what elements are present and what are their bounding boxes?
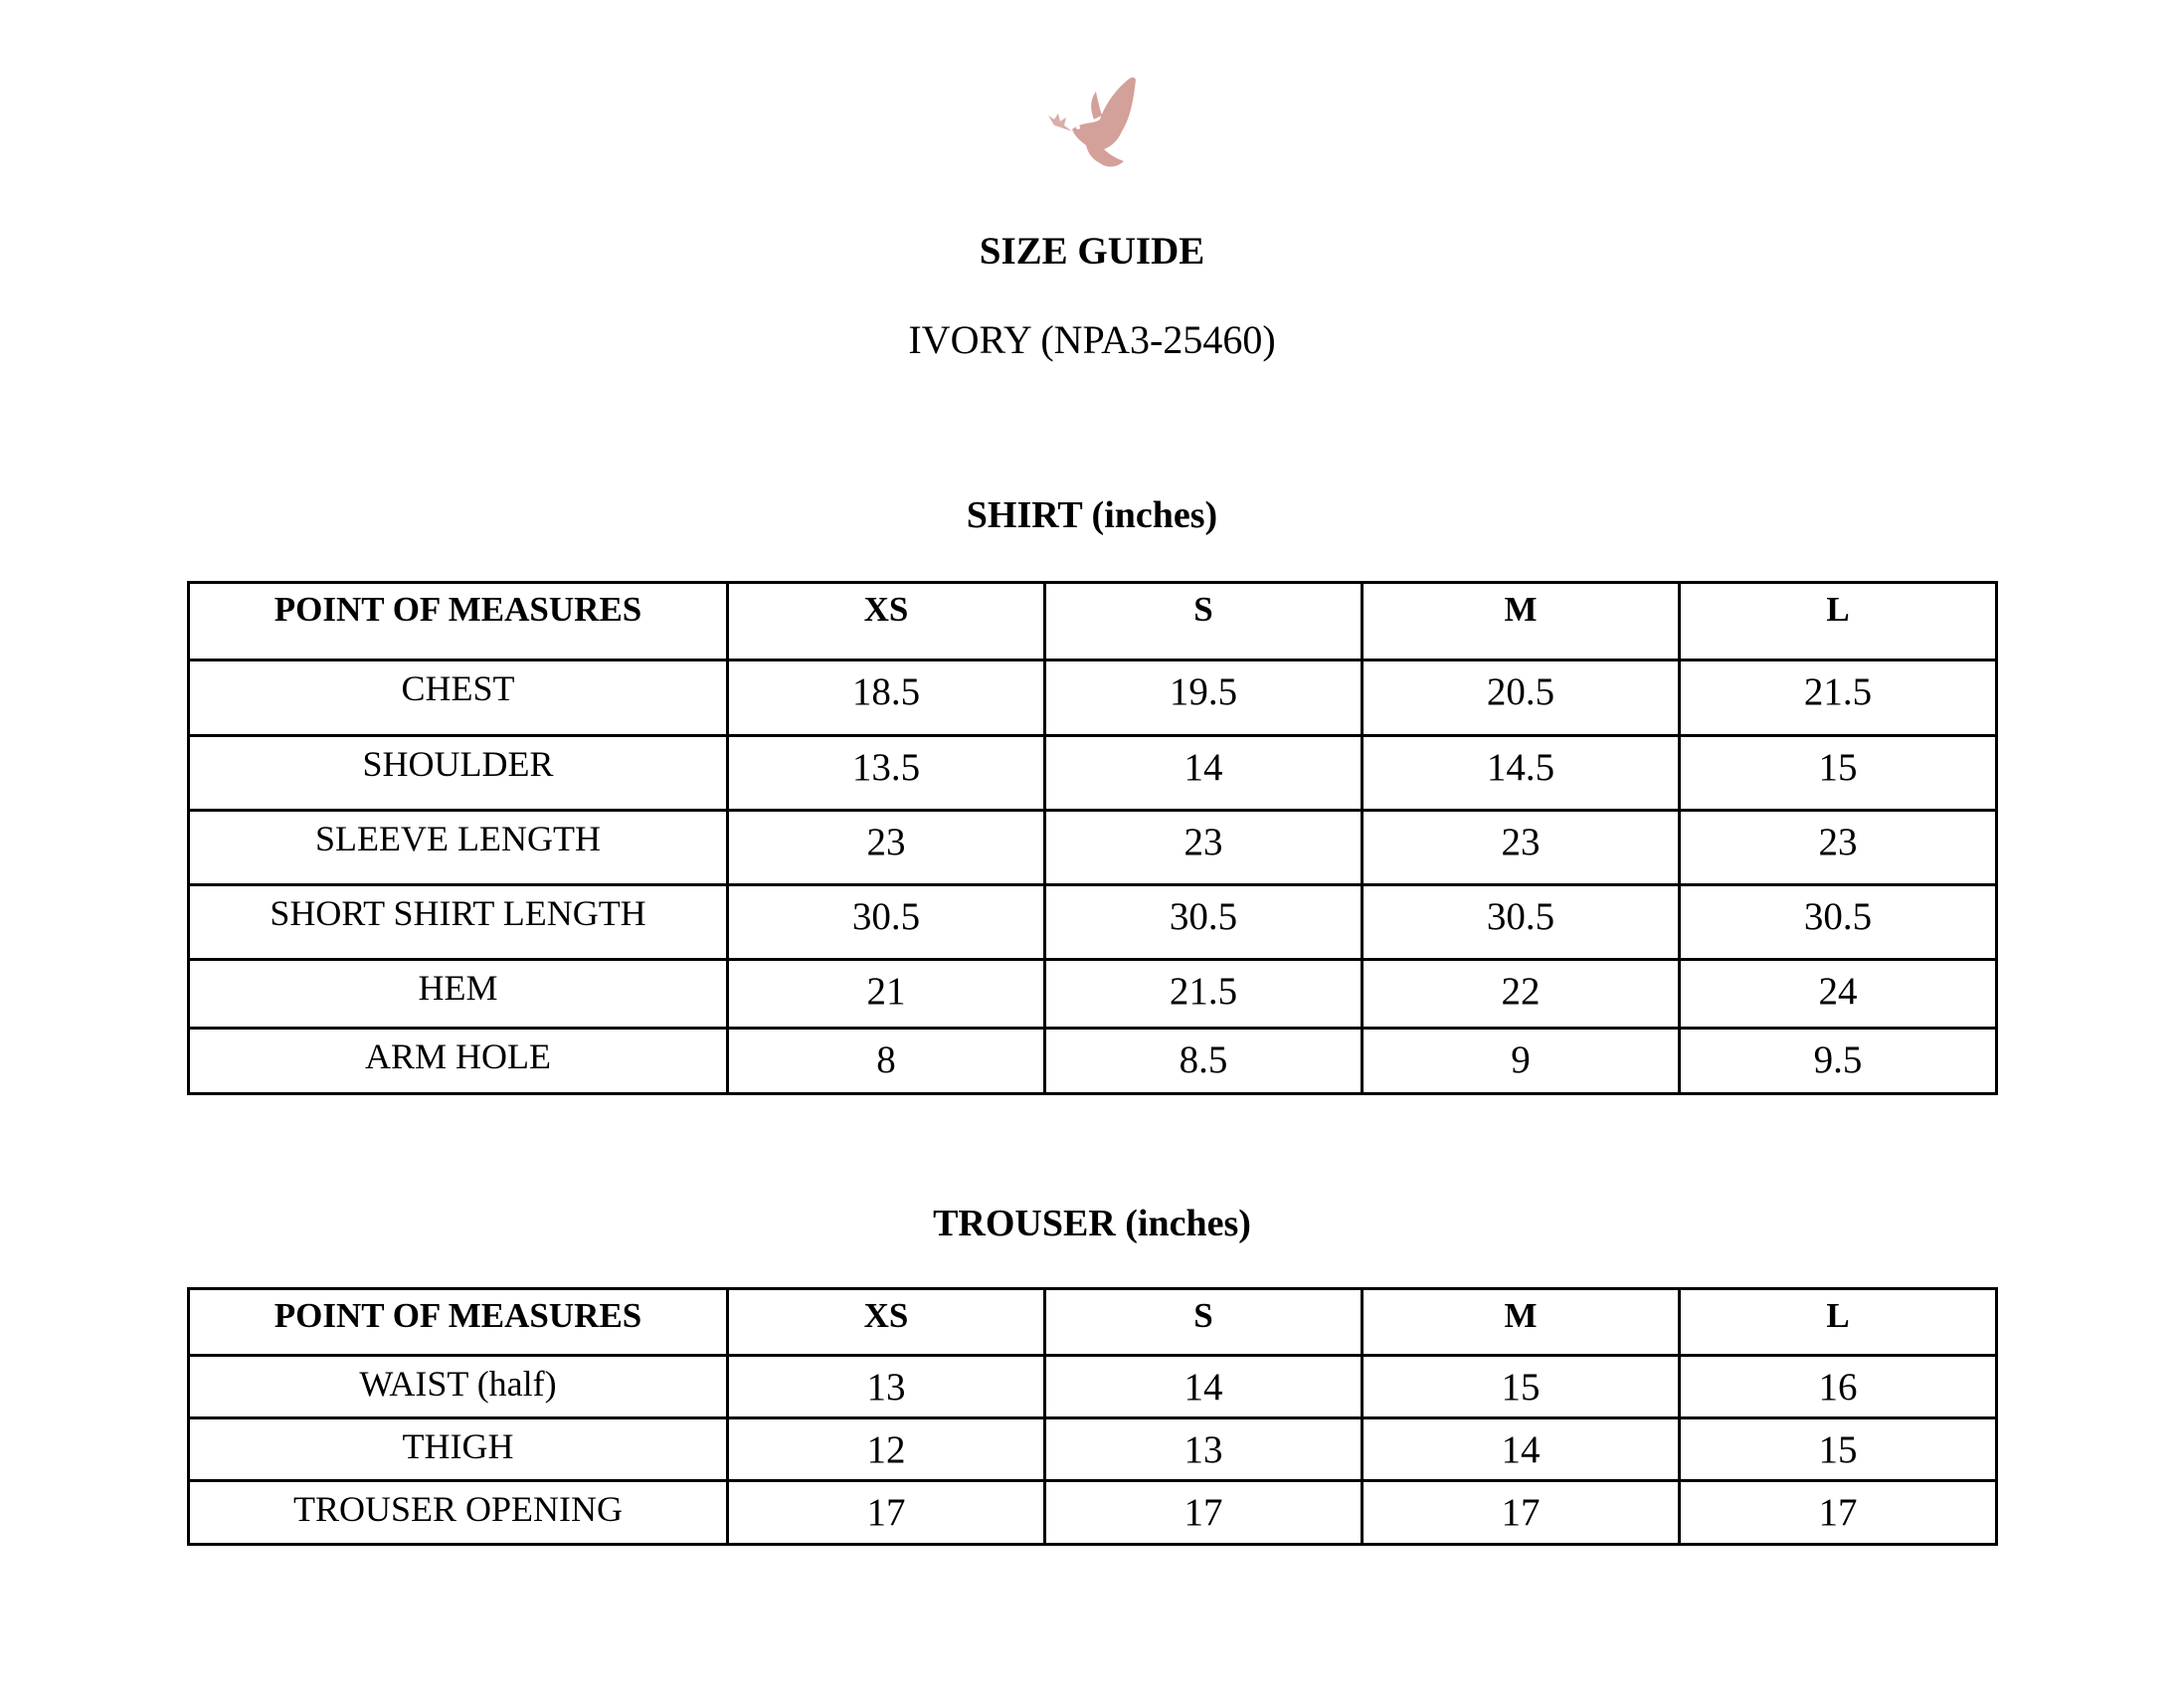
column-header: M — [1361, 581, 1681, 661]
shirt-heading: SHIRT (inches) — [966, 494, 1218, 536]
column-header: XS — [726, 1287, 1046, 1357]
size-value: 16 — [1678, 1354, 1998, 1419]
size-value: 22 — [1361, 958, 1681, 1030]
size-value: 20.5 — [1361, 659, 1681, 737]
table-header-row: POINT OF MEASURES XS S M L — [187, 581, 1998, 661]
measure-label: CHEST — [187, 659, 729, 737]
size-value: 30.5 — [1678, 883, 1998, 961]
dove-logo-icon — [1048, 77, 1136, 167]
product-subtitle: IVORY (NPA3-25460) — [908, 317, 1276, 362]
table-row: WAIST (half) 13 14 15 16 — [187, 1354, 1998, 1419]
column-header: L — [1678, 581, 1998, 661]
size-value: 17 — [1361, 1479, 1681, 1546]
size-value: 23 — [1361, 809, 1681, 886]
size-value: 14 — [1361, 1416, 1681, 1482]
measure-label: SHOULDER — [187, 734, 729, 812]
size-value: 14.5 — [1361, 734, 1681, 812]
shirt-size-table: POINT OF MEASURES XS S M L CHEST 18.5 19.5 20.5 2… — [187, 581, 1998, 1095]
measure-label: SLEEVE LENGTH — [187, 809, 729, 886]
size-value: 15 — [1678, 1416, 1998, 1482]
measure-label: WAIST (half) — [187, 1354, 729, 1419]
table-row: HEM 21 21.5 22 24 — [187, 958, 1998, 1030]
size-value: 14 — [1043, 1354, 1364, 1419]
table-row: SLEEVE LENGTH 23 23 23 23 — [187, 809, 1998, 886]
table-row: CHEST 18.5 19.5 20.5 21.5 — [187, 659, 1998, 737]
size-value: 23 — [1678, 809, 1998, 886]
table-row: SHORT SHIRT LENGTH 30.5 30.5 30.5 30.5 — [187, 883, 1998, 961]
size-value: 13 — [726, 1354, 1046, 1419]
size-value: 21 — [726, 958, 1046, 1030]
table-row: THIGH 12 13 14 15 — [187, 1416, 1998, 1482]
size-value: 23 — [1043, 809, 1364, 886]
column-header: POINT OF MEASURES — [187, 581, 729, 661]
table-row: SHOULDER 13.5 14 14.5 15 — [187, 734, 1998, 812]
page-title: SIZE GUIDE — [979, 230, 1205, 273]
size-value: 30.5 — [1361, 883, 1681, 961]
trouser-heading: TROUSER (inches) — [933, 1203, 1251, 1244]
measure-label: SHORT SHIRT LENGTH — [187, 883, 729, 961]
table-header-row: POINT OF MEASURES XS S M L — [187, 1287, 1998, 1357]
size-value: 15 — [1678, 734, 1998, 812]
size-value: 13.5 — [726, 734, 1046, 812]
size-value: 21.5 — [1043, 958, 1364, 1030]
size-value: 24 — [1678, 958, 1998, 1030]
size-value: 17 — [726, 1479, 1046, 1546]
size-value: 9.5 — [1678, 1027, 1998, 1095]
measure-label: THIGH — [187, 1416, 729, 1482]
size-value: 13 — [1043, 1416, 1364, 1482]
trouser-size-table: POINT OF MEASURES XS S M L WAIST (half) 13 14 15… — [187, 1287, 1998, 1546]
size-value: 17 — [1678, 1479, 1998, 1546]
size-value: 18.5 — [726, 659, 1046, 737]
size-value: 9 — [1361, 1027, 1681, 1095]
size-value: 15 — [1361, 1354, 1681, 1419]
size-value: 30.5 — [1043, 883, 1364, 961]
size-value: 14 — [1043, 734, 1364, 812]
column-header: S — [1043, 1287, 1364, 1357]
size-value: 19.5 — [1043, 659, 1364, 737]
column-header: L — [1678, 1287, 1998, 1357]
measure-label: ARM HOLE — [187, 1027, 729, 1095]
size-value: 8.5 — [1043, 1027, 1364, 1095]
size-value: 30.5 — [726, 883, 1046, 961]
measure-label: HEM — [187, 958, 729, 1030]
table-row: TROUSER OPENING 17 17 17 17 — [187, 1479, 1998, 1546]
column-header: S — [1043, 581, 1364, 661]
size-value: 21.5 — [1678, 659, 1998, 737]
column-header: POINT OF MEASURES — [187, 1287, 729, 1357]
column-header: XS — [726, 581, 1046, 661]
size-value: 17 — [1043, 1479, 1364, 1546]
measure-label: TROUSER OPENING — [187, 1479, 729, 1546]
size-value: 8 — [726, 1027, 1046, 1095]
size-value: 12 — [726, 1416, 1046, 1482]
column-header: M — [1361, 1287, 1681, 1357]
table-row: ARM HOLE 8 8.5 9 9.5 — [187, 1027, 1998, 1095]
size-value: 23 — [726, 809, 1046, 886]
